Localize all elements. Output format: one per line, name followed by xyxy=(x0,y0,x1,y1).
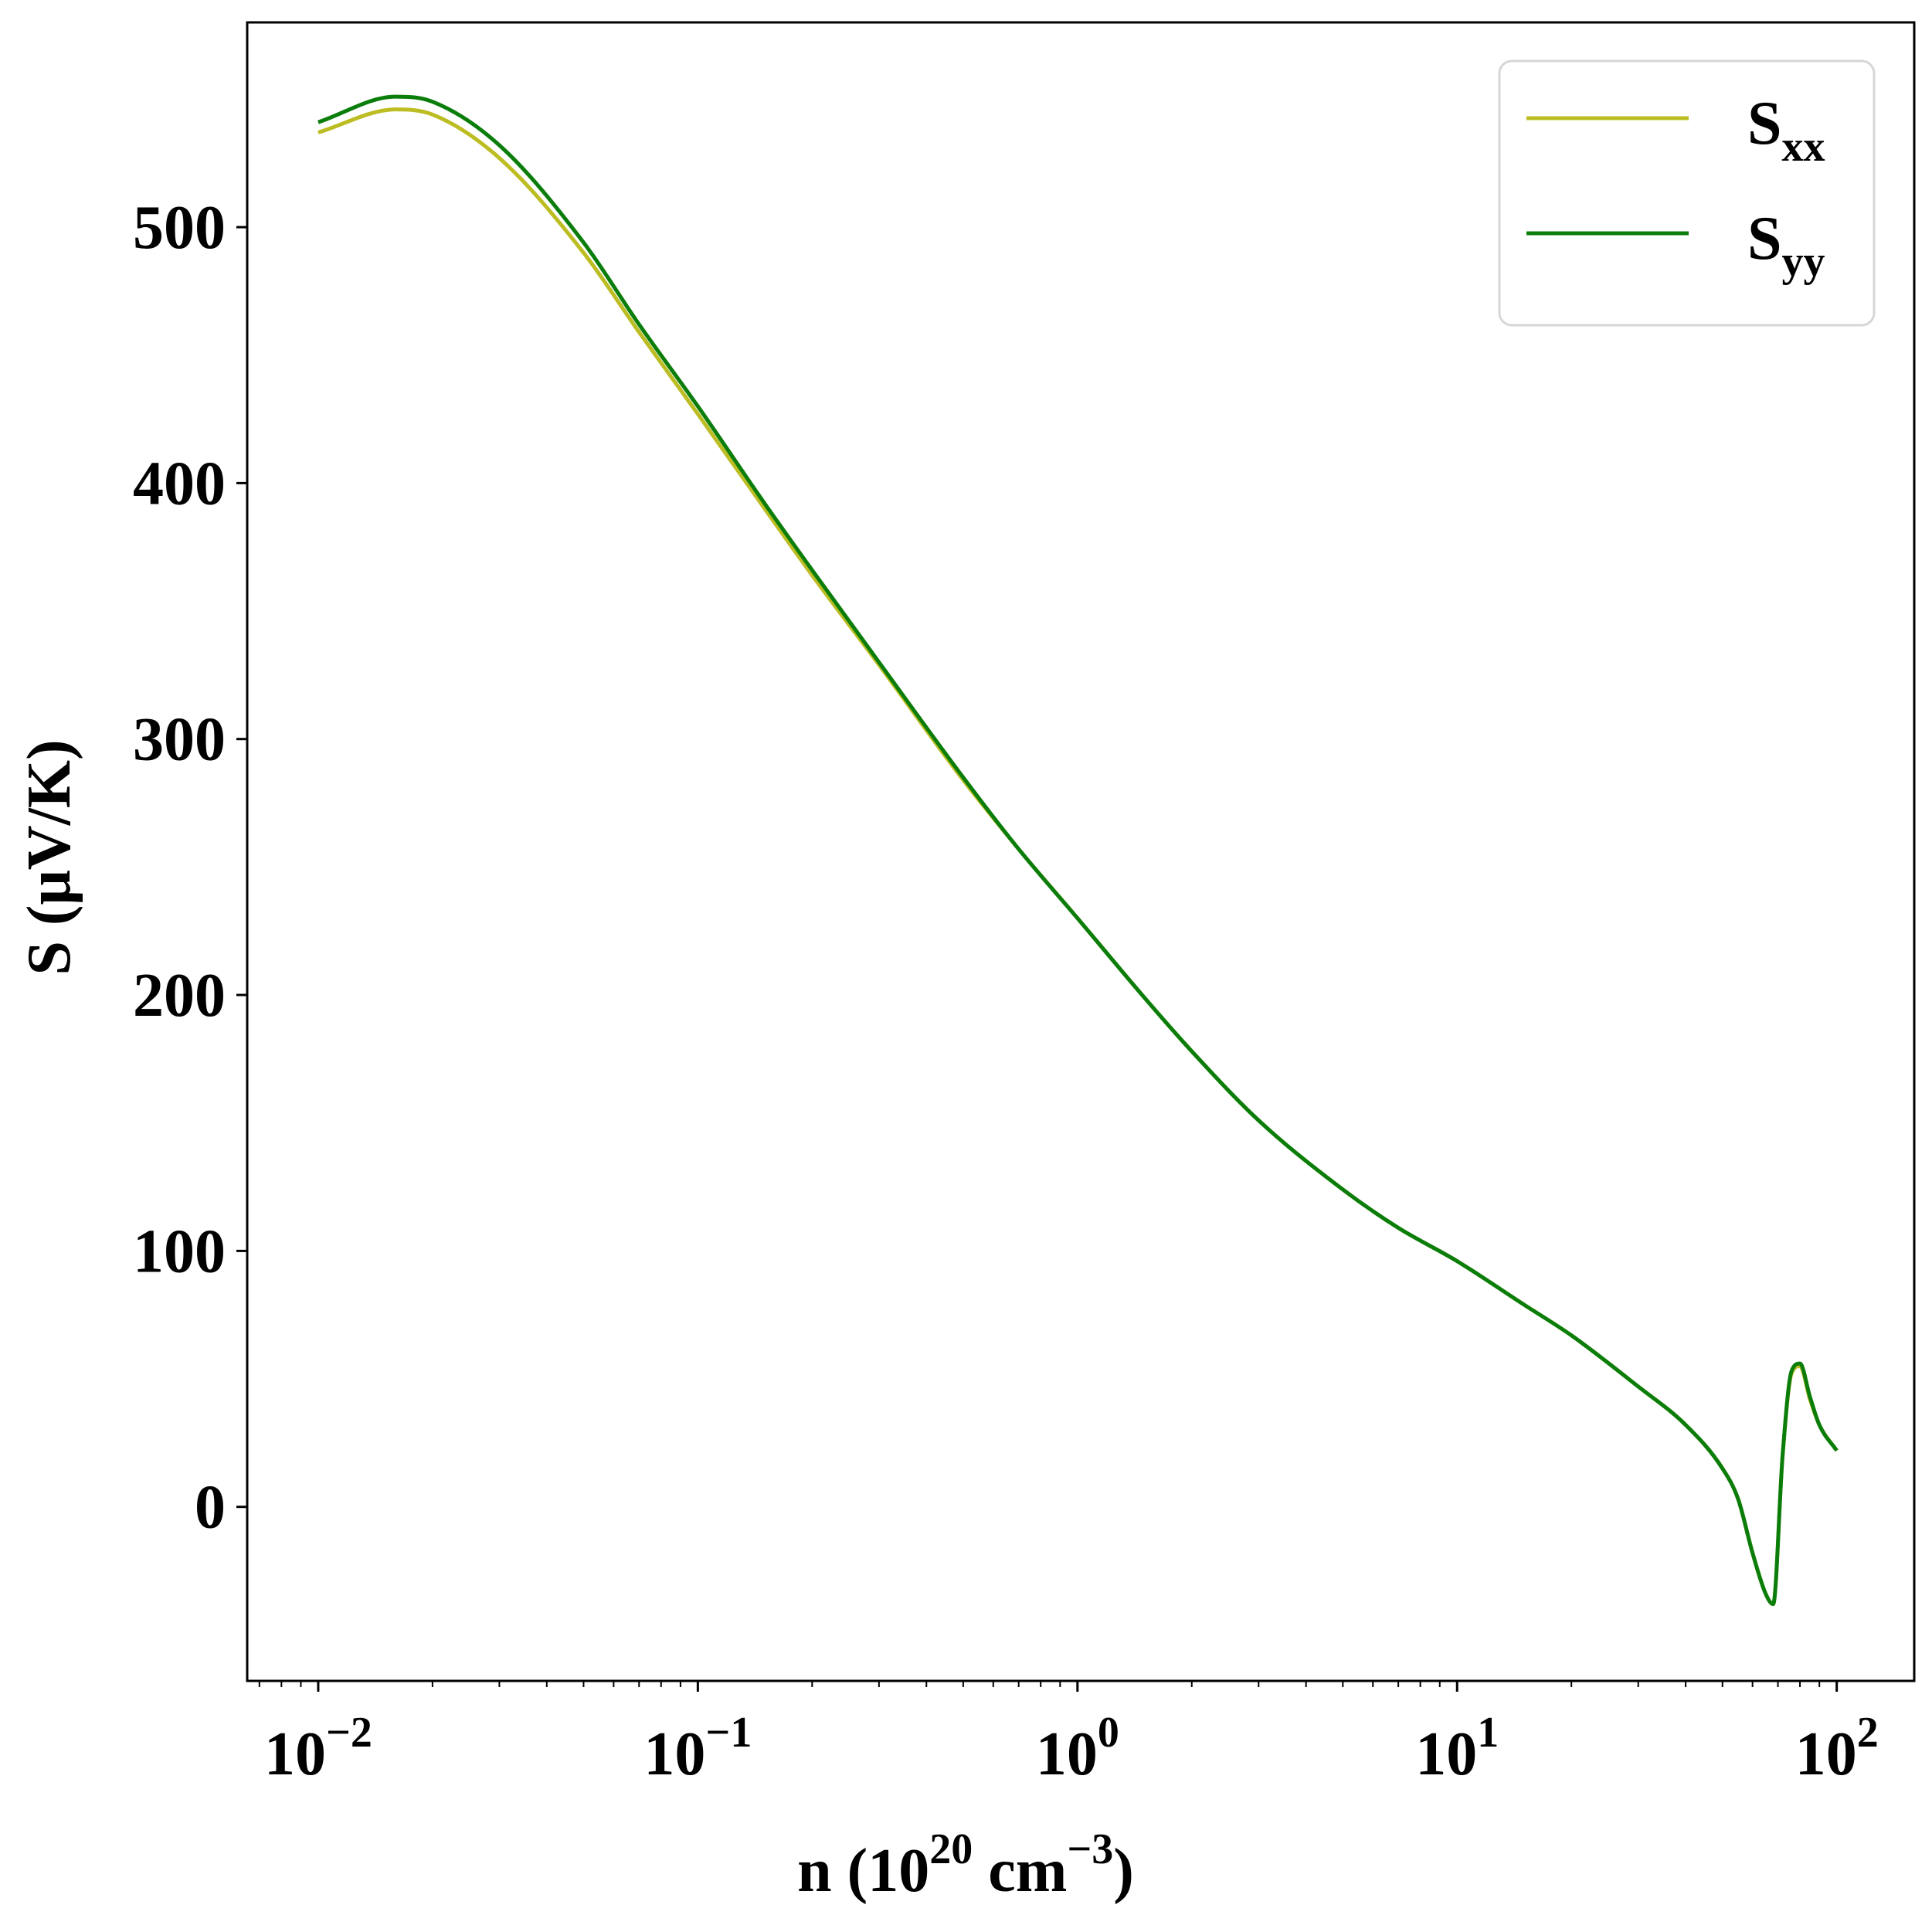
x-tick-label: 10−2 xyxy=(264,1709,372,1788)
x-axis-label-sup1: 20 xyxy=(929,1825,973,1873)
plot-area xyxy=(246,21,1916,1682)
y-tick-label: 200 xyxy=(133,962,226,1030)
y-axis: 0 100 200 300 400 500 xyxy=(133,194,247,1542)
legend-label-syy-sub: yy xyxy=(1782,238,1825,286)
y-tick-label: 300 xyxy=(133,706,226,774)
x-axis-label-main: n (10 xyxy=(797,1837,929,1905)
plot-frame xyxy=(246,21,1916,1682)
legend-label-sxx: Sxx xyxy=(1747,90,1825,171)
x-axis-label: n (1020 cm−3) xyxy=(797,1825,1134,1905)
y-tick-label: 100 xyxy=(133,1217,226,1285)
legend-label-syy-main: S xyxy=(1747,205,1782,273)
x-tick-label: 100 xyxy=(1036,1709,1119,1788)
y-axis-label: S (μV/K) xyxy=(15,739,83,975)
x-tick-label: 102 xyxy=(1795,1709,1879,1788)
legend-label-sxx-sub: xx xyxy=(1782,123,1825,171)
y-tick-label: 400 xyxy=(133,450,226,518)
series-lines xyxy=(317,94,1839,1607)
legend-box xyxy=(1498,59,1876,327)
legend-label-sxx-main: S xyxy=(1747,90,1782,158)
y-tick-label: 0 xyxy=(195,1474,226,1542)
legend-label-syy: Syy xyxy=(1747,205,1825,286)
x-axis-label-end: ) xyxy=(1113,1837,1134,1905)
x-tick-label: 101 xyxy=(1415,1709,1499,1788)
x-axis-label-mid: cm xyxy=(973,1837,1067,1905)
x-axis-label-sup2: −3 xyxy=(1067,1825,1113,1873)
x-tick-label: 10−1 xyxy=(643,1709,752,1788)
y-tick-label: 500 xyxy=(133,194,226,262)
series-line-syy xyxy=(317,94,1839,1607)
legend: Sxx Syy xyxy=(1498,59,1876,327)
x-axis: 10−2 10−1 100 101 102 xyxy=(258,1681,1879,1788)
